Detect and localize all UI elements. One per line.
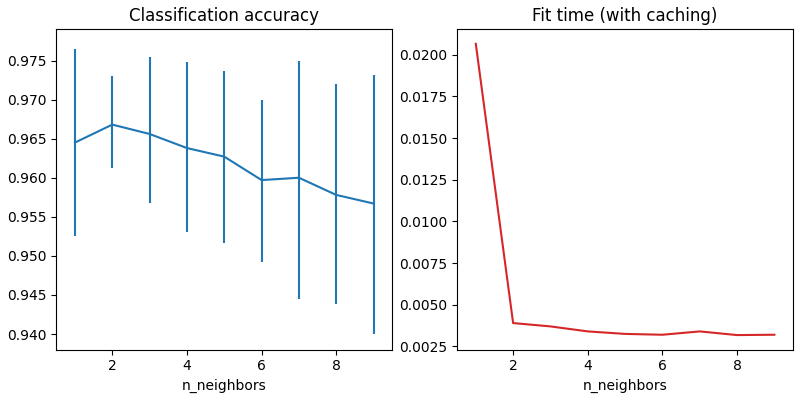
X-axis label: n_neighbors: n_neighbors [182, 379, 266, 393]
Title: Fit time (with caching): Fit time (with caching) [533, 7, 718, 25]
X-axis label: n_neighbors: n_neighbors [582, 379, 667, 393]
Title: Classification accuracy: Classification accuracy [130, 7, 319, 25]
